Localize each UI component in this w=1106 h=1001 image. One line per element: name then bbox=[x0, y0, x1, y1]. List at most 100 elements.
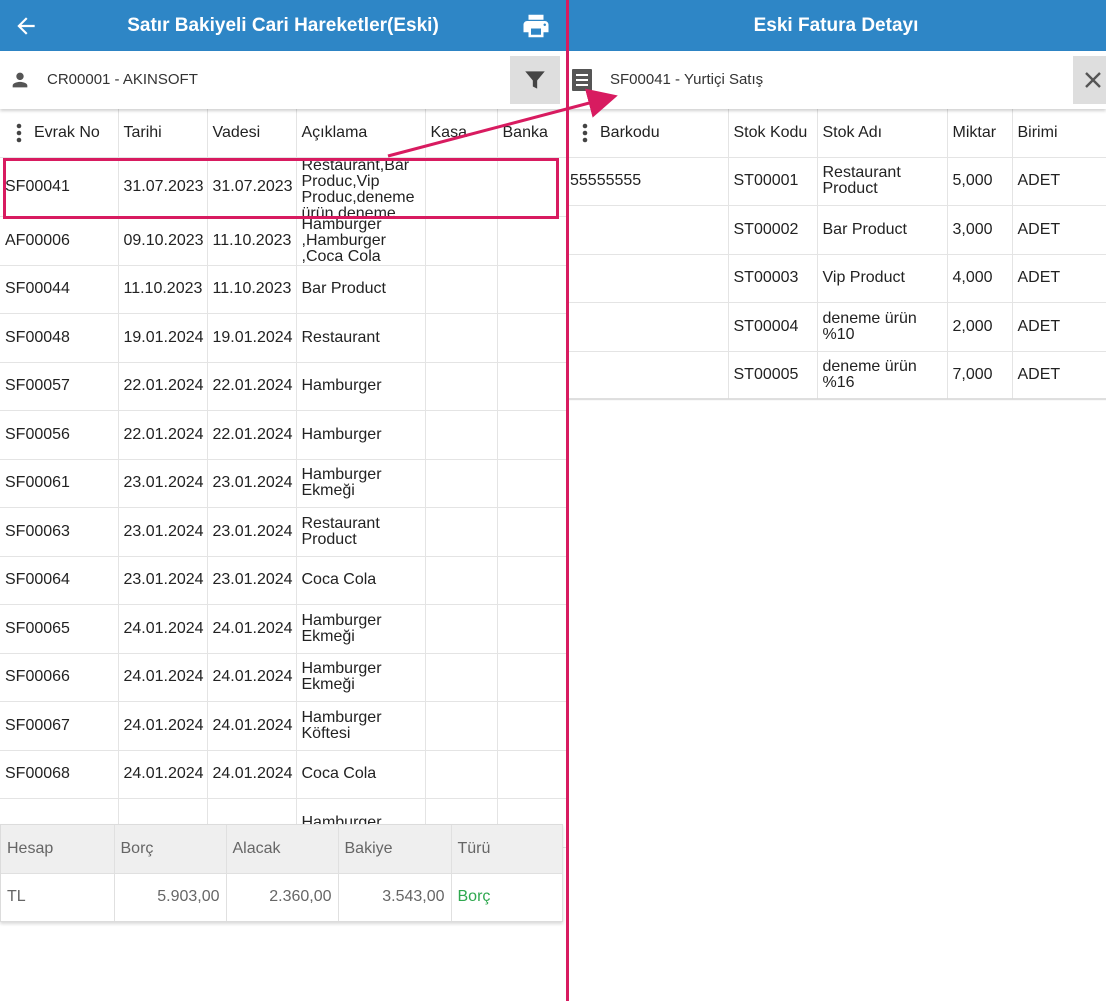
table-row[interactable]: ST00005 deneme ürün %16 7,000 ADET bbox=[566, 351, 1106, 400]
cell-text: Hamburger bbox=[301, 378, 382, 395]
summary-hesap: TL bbox=[1, 873, 115, 921]
column-header-miktar[interactable]: Miktar bbox=[947, 109, 1013, 158]
cell-banka bbox=[497, 750, 566, 799]
cell-vadesi: 24.01.2024 bbox=[207, 701, 297, 751]
cell-kasa bbox=[425, 750, 498, 799]
cell-stok-adi: Restaurant Product bbox=[817, 157, 948, 206]
cell-kasa bbox=[425, 459, 498, 508]
filter-icon bbox=[525, 71, 545, 89]
cell-text: Hamburger bbox=[301, 426, 382, 443]
table-row[interactable]: SF00041 31.07.2023 31.07.2023 Restaurant,Ba… bbox=[0, 157, 566, 217]
kebab-menu-icon[interactable] bbox=[578, 122, 592, 144]
cell-stok-adi: deneme ürün %10 bbox=[817, 302, 948, 352]
table-row[interactable]: ST00004 deneme ürün %10 2,000 ADET bbox=[566, 302, 1106, 352]
table-row[interactable]: SF00056 22.01.2024 22.01.2024 Hamburger bbox=[0, 410, 566, 460]
cell-kasa bbox=[425, 556, 498, 605]
summary-borc: 5.903,00 bbox=[114, 873, 227, 921]
cell-evrak-no: SF00067 bbox=[0, 701, 119, 751]
table-row[interactable]: SF00068 24.01.2024 24.01.2024 Coca Cola bbox=[0, 750, 566, 799]
table-row[interactable]: SF00067 24.01.2024 24.01.2024 Hamburger Köf… bbox=[0, 701, 566, 751]
column-header-evrak-no[interactable]: Evrak No bbox=[0, 109, 119, 158]
cell-stok-adi: Bar Product bbox=[817, 205, 948, 255]
cell-stok-adi: deneme ürün %16 bbox=[817, 351, 948, 400]
cell-evrak-no: SF00065 bbox=[0, 604, 119, 654]
cell-vadesi: 22.01.2024 bbox=[207, 410, 297, 460]
cell-stok-kodu: ST00002 bbox=[728, 205, 818, 255]
cell-tarihi: 09.10.2023 bbox=[118, 216, 208, 266]
column-header-birimi[interactable]: Birimi bbox=[1012, 109, 1106, 158]
table-row[interactable]: SF00066 24.01.2024 24.01.2024 Hamburger Ekm… bbox=[0, 653, 566, 702]
back-arrow-icon bbox=[17, 17, 35, 35]
table-row[interactable]: 55555555 ST00001 Restaurant Product 5,000 AD… bbox=[566, 157, 1106, 206]
cell-aciklama: Hamburger ,Hamburger ,Coca Cola bbox=[296, 216, 426, 266]
cell-evrak-no: SF00056 bbox=[0, 410, 119, 460]
table-row[interactable]: AF00006 09.10.2023 11.10.2023 Hamburger ,Ha… bbox=[0, 216, 566, 266]
cell-tarihi: 22.01.2024 bbox=[118, 410, 208, 460]
cell-aciklama: Bar Product bbox=[296, 265, 426, 314]
cell-miktar: 2,000 bbox=[947, 302, 1013, 352]
cell-text: Bar Product bbox=[822, 220, 907, 238]
column-header-aciklama[interactable]: Açıklama bbox=[296, 109, 426, 158]
cell-text: Restaurant bbox=[301, 329, 380, 346]
cell-kasa bbox=[425, 265, 498, 314]
close-button[interactable] bbox=[1073, 56, 1106, 104]
cell-evrak-no: SF00044 bbox=[0, 265, 119, 314]
cell-vadesi: 23.01.2024 bbox=[207, 507, 297, 557]
card-shadow bbox=[566, 398, 1106, 401]
cell-aciklama: Coca Cola bbox=[296, 556, 426, 605]
cell-tarihi: 24.01.2024 bbox=[118, 604, 208, 654]
cell-birimi: ADET bbox=[1012, 351, 1106, 400]
summary-turu: Borç bbox=[451, 873, 563, 921]
summary-header-turu: Türü bbox=[451, 825, 563, 874]
column-header-banka[interactable]: Banka bbox=[497, 109, 566, 158]
cell-vadesi: 24.01.2024 bbox=[207, 653, 297, 702]
table-row[interactable]: ST00003 Vip Product 4,000 ADET bbox=[566, 254, 1106, 303]
table-row[interactable]: SF00061 23.01.2024 23.01.2024 Hamburger Ekm… bbox=[0, 459, 566, 508]
cell-birimi: ADET bbox=[1012, 205, 1106, 255]
person-icon bbox=[8, 68, 32, 92]
table-row[interactable]: SF00048 19.01.2024 19.01.2024 Restaurant bbox=[0, 313, 566, 363]
cell-barkodu bbox=[566, 302, 729, 352]
cell-evrak-no: SF00068 bbox=[0, 750, 119, 799]
table-row[interactable]: SF00065 24.01.2024 24.01.2024 Hamburger Ekm… bbox=[0, 604, 566, 654]
column-header-stok-kodu[interactable]: Stok Kodu bbox=[728, 109, 818, 158]
column-header-barkodu[interactable]: Barkodu bbox=[566, 109, 729, 158]
cell-birimi: ADET bbox=[1012, 254, 1106, 303]
cell-kasa bbox=[425, 362, 498, 411]
cell-text: Restaurant Product bbox=[301, 515, 380, 548]
cell-text: Coca Cola bbox=[301, 572, 377, 589]
column-header-vadesi[interactable]: Vadesi bbox=[207, 109, 297, 158]
column-header-kasa[interactable]: Kasa bbox=[425, 109, 498, 158]
cell-tarihi: 22.01.2024 bbox=[118, 362, 208, 411]
cell-stok-kodu: ST00003 bbox=[728, 254, 818, 303]
table-row[interactable]: SF00044 11.10.2023 11.10.2023 Bar Product bbox=[0, 265, 566, 314]
cell-vadesi: 11.10.2023 bbox=[207, 216, 297, 266]
summary-header-hesap: Hesap bbox=[1, 825, 115, 874]
kebab-menu-icon[interactable] bbox=[12, 122, 26, 144]
cell-stok-adi: Vip Product bbox=[817, 254, 948, 303]
cell-evrak-no: SF00064 bbox=[0, 556, 119, 605]
column-header-tarihi[interactable]: Tarihi bbox=[118, 109, 208, 158]
cell-aciklama: Coca Cola bbox=[296, 750, 426, 799]
cell-tarihi: 31.07.2023 bbox=[118, 157, 208, 217]
print-button[interactable] bbox=[516, 6, 556, 46]
cell-vadesi: 24.01.2024 bbox=[207, 750, 297, 799]
annotation-highlight-box bbox=[3, 158, 559, 219]
cell-birimi: ADET bbox=[1012, 157, 1106, 206]
filter-button[interactable] bbox=[510, 56, 560, 104]
cell-text: deneme ürün %16 bbox=[822, 358, 917, 392]
table-row[interactable]: SF00057 22.01.2024 22.01.2024 Hamburger bbox=[0, 362, 566, 411]
table-row[interactable]: SF00064 23.01.2024 23.01.2024 Coca Cola bbox=[0, 556, 566, 605]
cell-vadesi: 24.01.2024 bbox=[207, 604, 297, 654]
cell-vadesi: 22.01.2024 bbox=[207, 362, 297, 411]
table-row[interactable]: SF00063 23.01.2024 23.01.2024 Restaurant Pr… bbox=[0, 507, 566, 557]
table-row[interactable]: ST00002 Bar Product 3,000 ADET bbox=[566, 205, 1106, 255]
back-button[interactable] bbox=[6, 6, 46, 46]
cell-banka bbox=[497, 410, 566, 460]
cell-evrak-no: SF00063 bbox=[0, 507, 119, 557]
summary-alacak: 2.360,00 bbox=[226, 873, 339, 921]
cell-miktar: 5,000 bbox=[947, 157, 1013, 206]
cell-evrak-no: SF00066 bbox=[0, 653, 119, 702]
cell-kasa bbox=[425, 701, 498, 751]
column-header-stok-adi[interactable]: Stok Adı bbox=[817, 109, 948, 158]
